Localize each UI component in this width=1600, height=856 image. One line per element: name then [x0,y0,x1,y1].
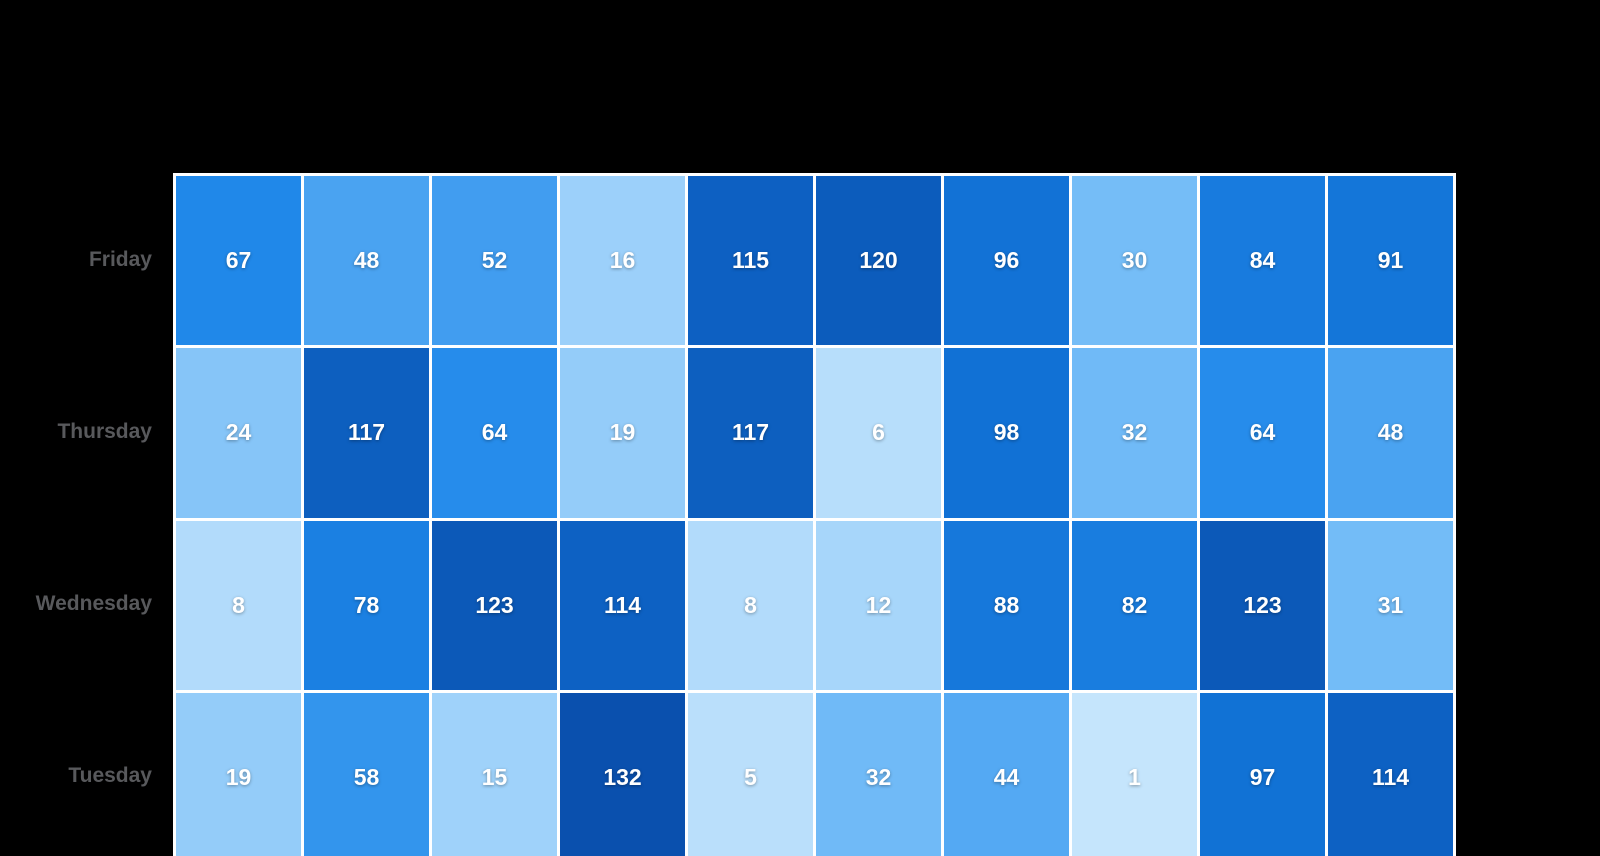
heatmap-cell[interactable]: 6 [816,348,941,518]
heatmap-cell[interactable]: 64 [1200,348,1325,518]
y-axis-label-wednesday: Wednesday [35,592,152,615]
heatmap-cell[interactable]: 58 [304,692,429,856]
heatmap-cell[interactable]: 5 [688,692,813,856]
y-axis-label-tuesday: Tuesday [68,764,152,787]
heatmap-cell[interactable]: 32 [816,692,941,856]
heatmap-cell[interactable]: 120 [816,176,941,346]
heatmap-cell[interactable]: 48 [1328,348,1453,518]
heatmap-cell[interactable]: 123 [432,520,557,690]
heatmap-cell[interactable]: 64 [432,348,557,518]
heatmap-cell[interactable]: 12 [816,520,941,690]
heatmap-cell[interactable]: 15 [432,692,557,856]
heatmap-cell[interactable]: 19 [560,348,685,518]
heatmap-cell[interactable]: 1 [1072,692,1197,856]
heatmap-cell[interactable]: 24 [176,348,301,518]
heatmap-cell[interactable]: 115 [688,176,813,346]
y-axis-label-friday: Friday [88,248,152,271]
heatmap-frame: 67 48 52 16 115 120 96 30 84 91 24 117 64 19 117 6 98 32 6… [173,173,1456,856]
y-axis-label-thursday: Thursday [57,420,152,443]
heatmap-cell[interactable]: 78 [304,520,429,690]
heatmap-cell[interactable]: 8 [688,520,813,690]
heatmap-cell[interactable]: 98 [944,348,1069,518]
heatmap-cell[interactable]: 114 [560,520,685,690]
heatmap-cell[interactable]: 132 [560,692,685,856]
heatmap-cell[interactable]: 123 [1200,520,1325,690]
heatmap-cell[interactable]: 91 [1328,176,1453,346]
heatmap-cell[interactable]: 82 [1072,520,1197,690]
heatmap-grid: 67 48 52 16 115 120 96 30 84 91 24 117 64 19 117 6 98 32 6… [176,176,1453,856]
heatmap-cell[interactable]: 52 [432,176,557,346]
heatmap-cell[interactable]: 96 [944,176,1069,346]
heatmap-cell[interactable]: 48 [304,176,429,346]
heatmap-cell[interactable]: 88 [944,520,1069,690]
heatmap-cell[interactable]: 31 [1328,520,1453,690]
heatmap-cell[interactable]: 16 [560,176,685,346]
heatmap-cell[interactable]: 97 [1200,692,1325,856]
heatmap-cell[interactable]: 32 [1072,348,1197,518]
heatmap-cell[interactable]: 117 [688,348,813,518]
heatmap-cell[interactable]: 84 [1200,176,1325,346]
heatmap-cell[interactable]: 8 [176,520,301,690]
heatmap-cell[interactable]: 67 [176,176,301,346]
heatmap-cell[interactable]: 30 [1072,176,1197,346]
heatmap-cell[interactable]: 114 [1328,692,1453,856]
heatmap-cell[interactable]: 44 [944,692,1069,856]
heatmap-cell[interactable]: 19 [176,692,301,856]
heatmap-cell[interactable]: 117 [304,348,429,518]
